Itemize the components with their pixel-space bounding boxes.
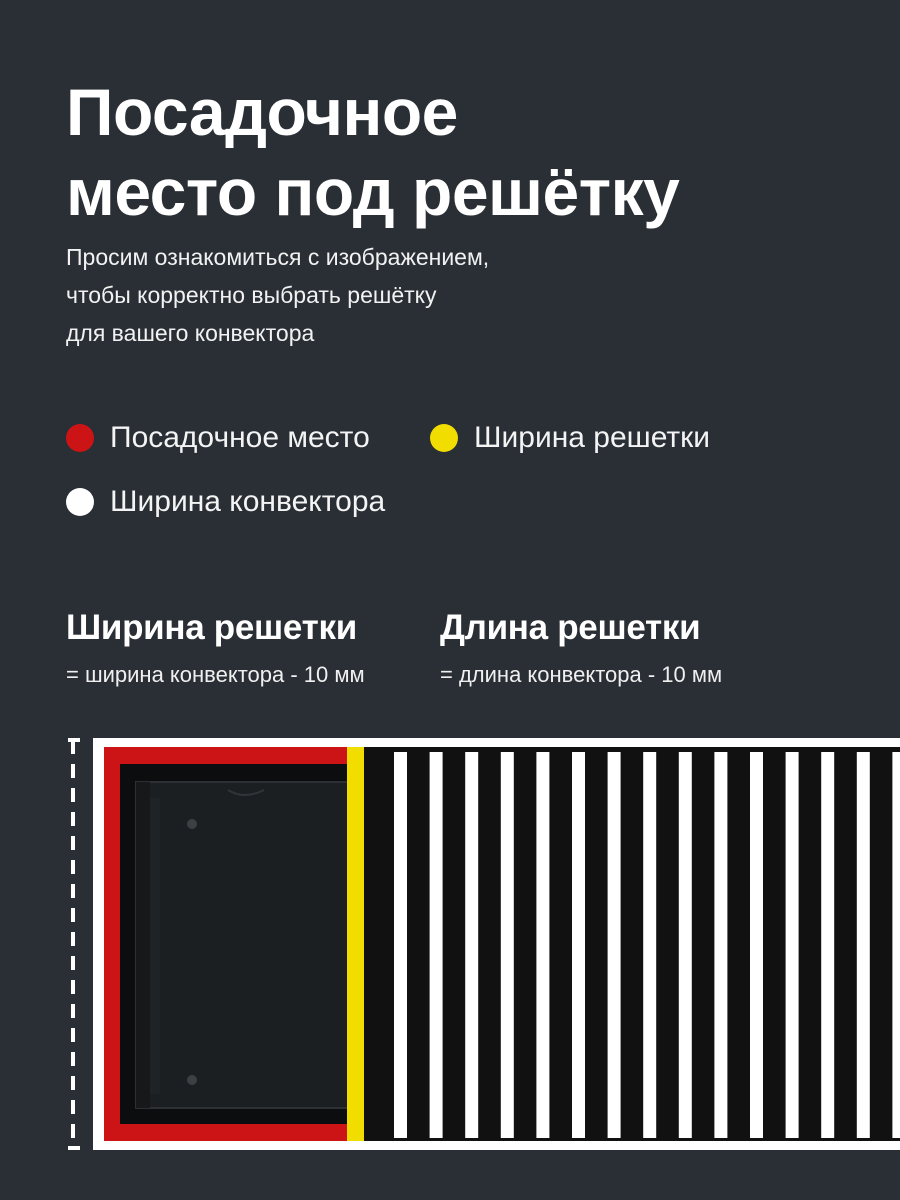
grille-slat: [821, 752, 835, 1138]
red-dot-icon: [66, 424, 94, 452]
grille-slat: [714, 752, 728, 1138]
grille-slat: [607, 752, 621, 1138]
legend-item-grille-width: Ширина решетки: [430, 418, 710, 458]
grille-slat: [678, 752, 692, 1138]
convector-width-marker: [68, 738, 80, 1150]
formula-grille-length-title: Длина решетки: [440, 608, 701, 647]
page-subtitle: Просим ознакомиться с изображением, чтоб…: [66, 238, 826, 352]
formula-grille-length-text: = длина конвектора - 10 мм: [440, 662, 723, 687]
convector-diagram: [68, 738, 900, 1150]
legend-label-grille-width: Ширина решетки: [474, 421, 711, 454]
legend-item-convector-width: Ширина конвектора: [66, 482, 385, 522]
page-subtitle-line-2: чтобы корректно выбрать решётку: [66, 282, 437, 308]
grille-slat: [394, 752, 407, 1138]
grille-slat: [643, 752, 657, 1138]
grille-slat: [500, 752, 514, 1138]
grille-slat: [892, 752, 900, 1138]
grille-slat: [429, 752, 443, 1138]
grille-slat: [750, 752, 763, 1138]
grille-slats: [394, 752, 900, 1138]
grille-slat: [536, 752, 550, 1138]
page-title-line-2: место под решётку: [66, 155, 680, 229]
page-subtitle-line-1: Просим ознакомиться с изображением,: [66, 244, 490, 270]
formula-grille-length: Длина решетки = длина конвектора - 10 мм: [440, 606, 722, 690]
grille-slat: [856, 752, 870, 1138]
formula-grille-width-text: = ширина конвектора - 10 мм: [66, 662, 365, 687]
bolt-icon: [187, 1075, 197, 1085]
grille-slat: [572, 752, 585, 1138]
formula-grille-width-title: Ширина решетки: [66, 608, 357, 647]
legend-label-seat: Посадочное место: [110, 421, 370, 454]
legend-item-seat: Посадочное место: [66, 418, 370, 458]
legend-label-convector-width: Ширина конвектора: [110, 485, 386, 518]
grille-slat: [785, 752, 799, 1138]
page-title-line-1: Посадочное: [66, 75, 458, 149]
page-subtitle-line-3: для вашего конвектора: [66, 320, 315, 346]
formula-grille-width: Ширина решетки = ширина конвектора - 10 …: [66, 606, 365, 690]
white-dot-icon: [66, 488, 94, 516]
page-title: Посадочное место под решётку: [66, 72, 866, 232]
yellow-dot-icon: [430, 424, 458, 452]
grille-width-strip: [347, 747, 364, 1141]
grille-slat: [465, 752, 479, 1138]
grille-area: [364, 747, 900, 1141]
bolt-icon: [187, 819, 197, 829]
